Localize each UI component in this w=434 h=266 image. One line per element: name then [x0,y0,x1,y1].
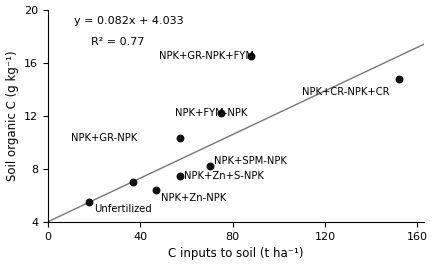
Y-axis label: Soil organic C (g kg⁻¹): Soil organic C (g kg⁻¹) [6,51,19,181]
Point [86,200,93,204]
Point [176,173,183,178]
Text: NPK+CR-NPK+CR: NPK+CR-NPK+CR [302,87,389,97]
Text: NPK+Zn+S-NPK: NPK+Zn+S-NPK [184,171,264,181]
Point [395,77,402,81]
Point [130,180,137,184]
Point [153,188,160,192]
Point [247,54,254,58]
Text: Unfertilized: Unfertilized [94,204,152,214]
Text: NPK+GR-NPK+FYM: NPK+GR-NPK+FYM [159,51,254,61]
X-axis label: C inputs to soil (t ha⁻¹): C inputs to soil (t ha⁻¹) [168,247,304,260]
Text: NPK+GR-NPK: NPK+GR-NPK [71,134,137,143]
Text: NPK+FYM-NPK: NPK+FYM-NPK [175,108,247,118]
Text: NPK+SPM-NPK: NPK+SPM-NPK [214,156,287,166]
Text: NPK+Zn-NPK: NPK+Zn-NPK [161,193,226,203]
Text: y = 0.082x + 4.033: y = 0.082x + 4.033 [74,16,184,26]
Point [206,164,213,168]
Point [176,136,183,140]
Text: R² = 0.77: R² = 0.77 [91,37,145,47]
Point [217,111,224,115]
